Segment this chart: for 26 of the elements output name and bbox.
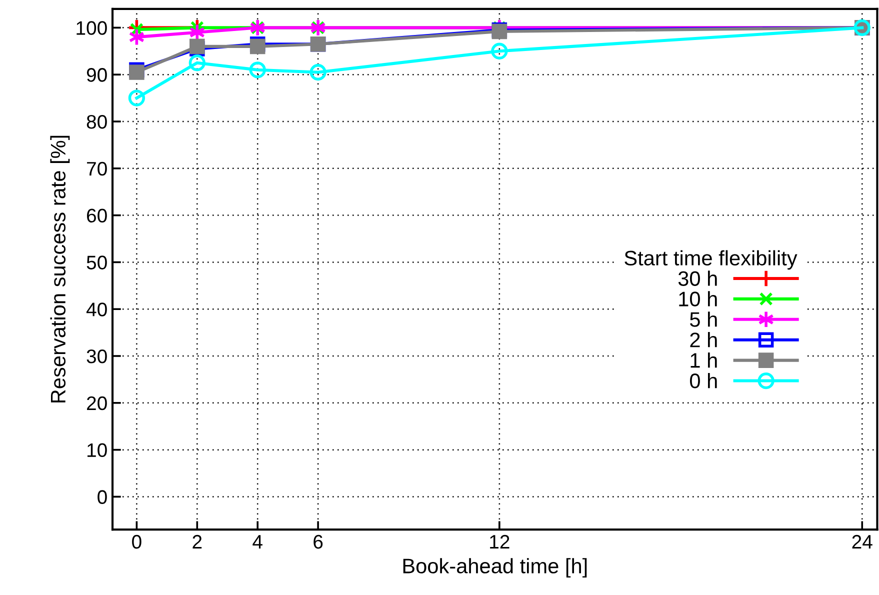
x-axis-title: Book-ahead time [h] [403, 558, 587, 578]
y-tick-label: 40 [86, 302, 107, 316]
y-axis-title: Reservation success rate [%] [50, 136, 70, 402]
x-tick-label: 0 [132, 534, 142, 549]
x-tick-label: 6 [314, 534, 323, 549]
legend-label: 30 h [678, 270, 717, 286]
legend-label: 1 h [690, 352, 717, 368]
legend-label: 2 h [690, 332, 717, 348]
y-tick-label: 90 [86, 68, 107, 82]
y-tick-label: 60 [87, 208, 107, 223]
x-tick-label: 4 [252, 535, 262, 548]
legend-label: 0 h [690, 372, 717, 388]
x-tick-label: 12 [490, 534, 510, 548]
legend-label: 10 h [679, 291, 717, 306]
x-tick-label: 24 [852, 534, 872, 548]
y-tick-label: 70 [87, 162, 107, 176]
legend-label: 5 h [690, 312, 717, 327]
y-tick-label: 20 [87, 396, 107, 410]
y-tick-label: 30 [86, 349, 107, 364]
y-tick-label: 80 [86, 114, 107, 129]
y-tick-label: 50 [86, 256, 107, 270]
y-tick-label: 0 [98, 490, 107, 504]
legend-title: Start time flexibility [624, 250, 798, 270]
y-tick-label: 10 [88, 443, 107, 458]
y-tick-label: 100 [76, 21, 107, 35]
x-tick-label: 2 [192, 534, 202, 548]
